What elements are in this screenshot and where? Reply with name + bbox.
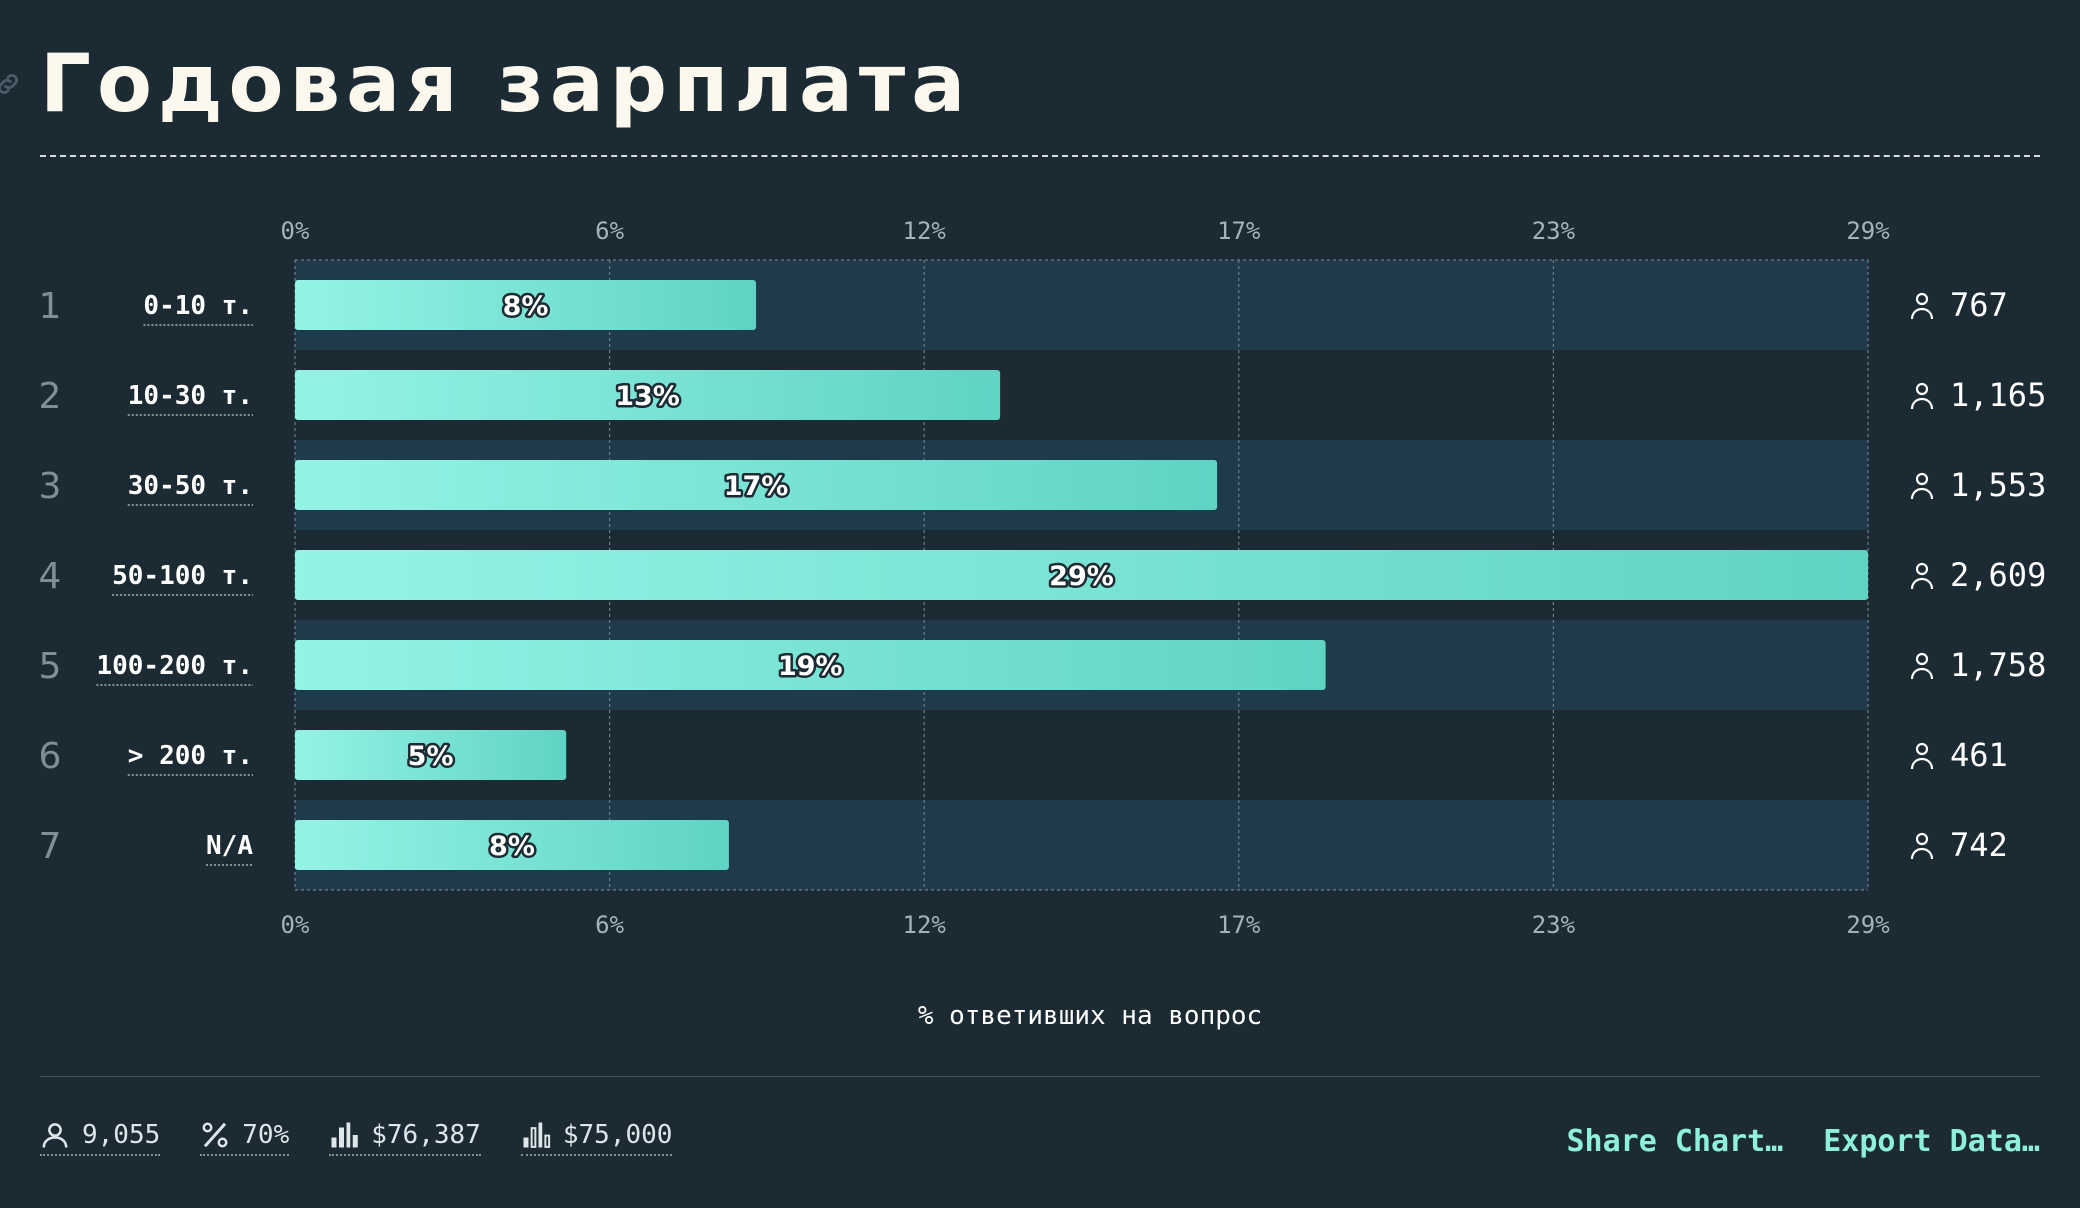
category-label[interactable]: N/A [206, 831, 253, 861]
bar-value-label: 17% [724, 471, 789, 502]
mean-value: $76,387 [371, 1120, 481, 1150]
x-tick-label-top: 6% [595, 217, 624, 245]
person-icon-head [1915, 382, 1929, 396]
respondents-stat[interactable]: 9,055 [40, 1120, 161, 1156]
category-label[interactable]: 100-200 т. [96, 651, 253, 681]
bar-value-label: 13% [615, 381, 680, 412]
bar[interactable] [295, 370, 1001, 420]
x-tick-label-top: 23% [1532, 217, 1576, 245]
person-icon-head [1915, 652, 1929, 666]
chart-title: Годовая зарплата [40, 37, 972, 130]
x-tick-label-bottom: 6% [595, 911, 624, 939]
category-label[interactable]: 0-10 т. [143, 291, 253, 321]
respondent-count: 2,609 [1950, 556, 2046, 594]
median-value: $75,000 [562, 1120, 673, 1150]
person-icon [1910, 742, 1934, 770]
bar-value-label: 29% [1049, 561, 1114, 592]
bar-value-label: 8% [503, 291, 549, 322]
person-icon-head [1915, 742, 1929, 756]
person-icon-body [1910, 487, 1934, 500]
person-icon-head [1915, 292, 1929, 306]
percent-stat[interactable]: 70% [200, 1120, 290, 1156]
bar-value-label: 8% [489, 831, 535, 862]
person-icon-body [1910, 847, 1934, 860]
person-icon [42, 1123, 68, 1148]
person-icon [1910, 832, 1934, 860]
bar-value-label: 5% [408, 741, 454, 772]
bar[interactable] [295, 730, 567, 780]
link-icon[interactable] [0, 70, 22, 98]
respondent-count: 1,553 [1950, 466, 2046, 504]
x-axis-label: % ответивших на вопрос [918, 1001, 1262, 1031]
bar[interactable] [295, 820, 729, 870]
person-icon-head [1915, 832, 1929, 846]
share-chart-link[interactable]: Share Chart… [1566, 1124, 1784, 1159]
respondent-count: 461 [1950, 736, 2008, 774]
median-stat[interactable]: $75,000 [520, 1120, 673, 1156]
x-tick-label-bottom: 17% [1217, 911, 1261, 939]
respondents-value: 9,055 [82, 1120, 161, 1150]
x-tick-label-top: 17% [1217, 217, 1261, 245]
summary-stats: 9,055 70% $76,387 $75,000 [40, 1120, 673, 1156]
x-tick-label-bottom: 29% [1846, 911, 1890, 939]
row-rank: 1 [39, 286, 62, 327]
bar[interactable] [295, 640, 1326, 690]
person-icon-body [1910, 577, 1934, 590]
category-label[interactable]: 50-100 т. [112, 561, 253, 591]
title-divider [40, 155, 2040, 157]
respondent-count: 742 [1950, 826, 2008, 864]
bar-chart-icon [331, 1122, 358, 1148]
respondent-count: 1,165 [1950, 376, 2046, 414]
mean-stat[interactable]: $76,387 [329, 1120, 481, 1156]
row-rank: 5 [39, 646, 62, 687]
person-icon-head [1915, 562, 1929, 576]
row-rank: 3 [39, 466, 62, 507]
row-rank: 6 [39, 736, 62, 777]
export-data-link[interactable]: Export Data… [1823, 1124, 2040, 1159]
person-icon [1910, 292, 1934, 320]
x-tick-label-bottom: 12% [903, 911, 947, 939]
person-icon [1910, 562, 1934, 590]
person-icon [1910, 652, 1934, 680]
person-icon-body [1910, 757, 1934, 770]
row-rank: 7 [39, 826, 62, 867]
person-icon [1910, 472, 1934, 500]
bar[interactable] [295, 460, 1218, 510]
bar-value-label: 19% [778, 651, 843, 682]
x-tick-label-bottom: 0% [281, 911, 310, 939]
percent-icon [202, 1122, 228, 1148]
row-rank: 4 [39, 556, 62, 597]
row-rank: 2 [39, 376, 62, 417]
person-icon-body [1910, 307, 1934, 320]
x-tick-label-top: 29% [1846, 217, 1890, 245]
person-icon-body [1910, 397, 1934, 410]
respondent-count: 1,758 [1950, 646, 2046, 684]
chart-actions: Share Chart… Export Data… [1567, 1124, 2041, 1159]
x-tick-label-bottom: 23% [1532, 911, 1576, 939]
person-icon [1910, 382, 1934, 410]
bar-chart-outline-icon [523, 1122, 550, 1148]
bar[interactable] [295, 280, 757, 330]
person-icon-body [1910, 667, 1934, 680]
category-label[interactable]: 10-30 т. [128, 381, 253, 411]
category-label[interactable]: > 200 т. [128, 741, 253, 771]
person-icon-head [1915, 472, 1929, 486]
bar[interactable] [295, 550, 1868, 600]
x-tick-label-top: 0% [281, 217, 310, 245]
footer-divider [40, 1076, 2040, 1077]
category-label[interactable]: 30-50 т. [128, 471, 253, 501]
x-tick-label-top: 12% [903, 217, 947, 245]
percent-value: 70% [242, 1120, 290, 1150]
respondent-count: 767 [1950, 286, 2008, 324]
